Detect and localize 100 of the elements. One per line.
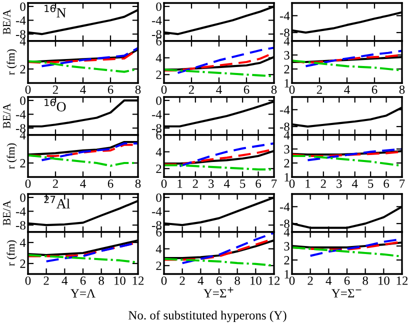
y-tick-label: 2 [20, 65, 26, 74]
x-tick-label: 8 [271, 85, 277, 94]
y-tick-label: 3 [284, 51, 290, 60]
x-tick-label: 4 [80, 180, 86, 188]
x-axis-title: Y=Λ [70, 289, 96, 298]
y-tick-label: 4 [156, 54, 162, 62]
x-tick-label: 6 [216, 276, 222, 285]
line-series [304, 50, 402, 68]
y-tick-label: -4 [152, 110, 162, 119]
y-tick-label: -8 [16, 221, 26, 230]
y-tick-label: -4 [152, 16, 162, 25]
y-tick-label: 0 [20, 193, 26, 202]
x-tick-label: 2 [52, 85, 58, 94]
x-tick-label: 4 [344, 86, 350, 94]
line-series [306, 148, 402, 162]
x-axis-title: Y=Σ$^{−}$ [332, 289, 362, 298]
x-tick-label: 8 [98, 276, 104, 285]
y-axis-title: r (fm) [6, 240, 17, 266]
y-tick-label: 0 [156, 96, 162, 105]
y-axis-title: BE/A [3, 9, 10, 34]
x-tick-label: 3 [336, 179, 342, 188]
x-tick-label: 6 [108, 179, 114, 188]
x-tick-label: 7 [272, 180, 277, 188]
y-tick-label: -8 [280, 220, 290, 228]
y-tick-label: -8 [152, 221, 162, 230]
y-tick-label: 2 [284, 256, 290, 264]
x-tick-label: 4 [62, 276, 68, 285]
x-tick-label: 5 [240, 180, 246, 188]
y-tick-label: -4 [152, 207, 162, 216]
y-axis-title: BE/A [3, 103, 10, 128]
y-tick-label: 4 [20, 131, 26, 140]
y-tick-label: 6 [156, 131, 162, 140]
y-tick-label: 2 [284, 159, 290, 168]
y-tick-label: 0 [20, 2, 26, 11]
x-tick-label: 10 [114, 276, 126, 285]
x-tick-label: 4 [224, 180, 230, 188]
x-tick-label: 6 [384, 179, 390, 188]
x-tick-label: 2 [192, 179, 198, 188]
y-tick-label: -8 [152, 30, 162, 39]
y-tick-label: 1 [284, 270, 290, 278]
y-tick-label: 4 [156, 244, 162, 254]
x-tick-label: 2 [308, 276, 313, 285]
x-tick-label: 6 [372, 85, 378, 94]
y-tick-label: 4 [284, 131, 290, 140]
x-axis-title: Y=Σ$^{+}$ [204, 287, 234, 298]
line-series [178, 142, 274, 168]
x-tick-label: 6 [256, 179, 262, 188]
y-tick-label: 4 [20, 238, 26, 247]
line-series [40, 46, 138, 68]
y-tick-label: 4 [156, 148, 162, 156]
y-tick-label: -4 [16, 207, 26, 216]
x-tick-label: 8 [135, 85, 141, 94]
y-tick-label: -4 [16, 110, 26, 119]
x-tick-label: 4 [80, 86, 86, 94]
y-tick-label: 0 [20, 96, 26, 105]
x-tick-label: 2 [316, 85, 322, 94]
y-tick-label: 1 [284, 173, 290, 182]
x-tick-label: 1 [178, 180, 182, 188]
x-tick-label: 10 [378, 276, 390, 285]
y-tick-label: 6 [156, 37, 162, 46]
y-tick-label: 2 [156, 164, 162, 173]
line-series [28, 254, 138, 264]
x-tick-label: 8 [399, 85, 405, 94]
y-tick-label: -4 [280, 12, 290, 20]
x-tick-label: 6 [244, 85, 250, 94]
y-tick-label: 2 [156, 70, 162, 79]
line-series [164, 258, 274, 267]
x-tick-label: 2 [188, 85, 194, 94]
x-tick-label: 4 [326, 276, 332, 285]
y-axis-title: r (fm) [6, 143, 17, 169]
y-tick-label: 1 [284, 79, 290, 88]
x-tick-label: 4 [216, 86, 222, 94]
y-axis-title: BE/A [3, 200, 10, 226]
text: No. of substituted hyperons (Y) [128, 310, 286, 322]
x-tick-label: 6 [108, 85, 114, 94]
x-tick-label: 12 [396, 276, 408, 285]
x-tick-label: 2 [52, 179, 58, 188]
y-tick-label: -8 [280, 28, 290, 38]
y-tick-label: 4 [284, 37, 290, 46]
x-tick-label: 12 [268, 276, 280, 285]
x-tick-label: 7 [400, 180, 405, 188]
x-tick-label: 6 [344, 276, 350, 285]
x-tick-label: 2 [44, 276, 49, 285]
annotation: $^{16}$N [44, 4, 66, 18]
y-axis-title: r (fm) [6, 49, 17, 75]
y-tick-label: -4 [16, 16, 26, 25]
x-tick-label: 4 [352, 180, 358, 188]
x-tick-label: 5 [368, 180, 374, 188]
x-tick-label: 6 [80, 276, 86, 285]
x-tick-label: 10 [250, 276, 262, 285]
y-tick-label: 2 [156, 262, 162, 270]
y-tick-label: 4 [284, 228, 290, 236]
line-series [40, 142, 138, 162]
y-tick-label: 3 [284, 242, 290, 250]
y-tick-label: 3 [284, 145, 290, 154]
x-tick-label: 1 [306, 180, 310, 188]
y-tick-label: 4 [20, 37, 26, 46]
x-tick-label: 8 [135, 179, 141, 188]
y-tick-label: 2 [20, 159, 26, 168]
x-tick-label: 2 [180, 276, 185, 285]
